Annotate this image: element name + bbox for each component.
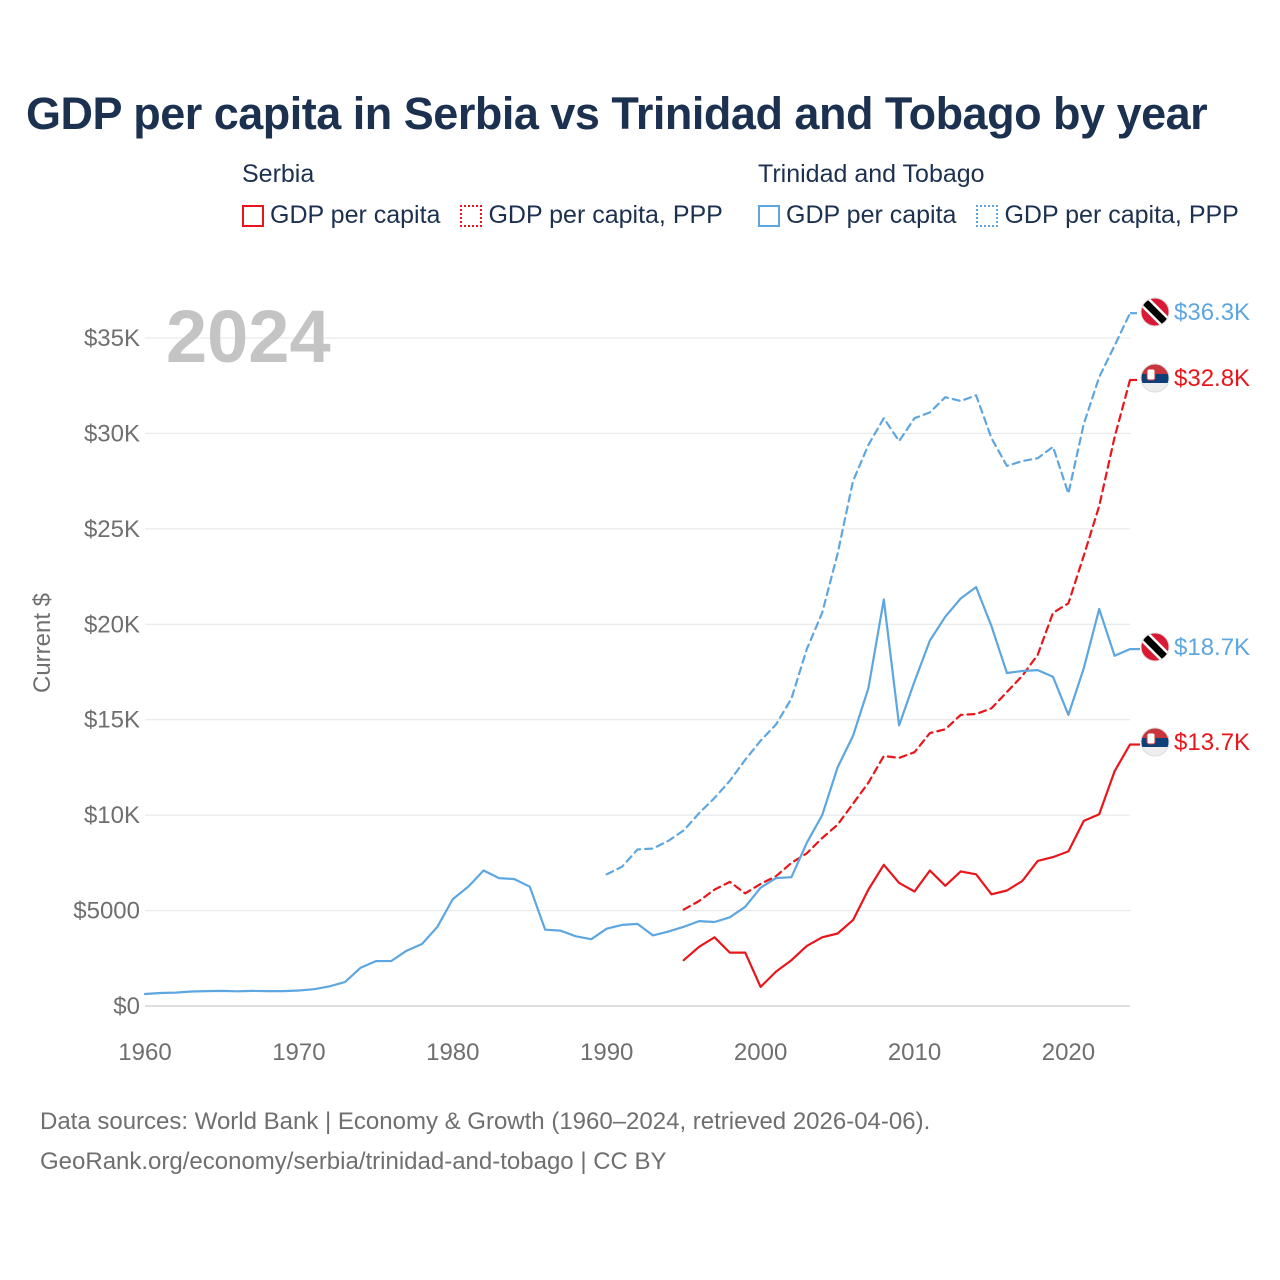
flag-black-band — [1141, 298, 1169, 326]
footer-sources: Data sources: World Bank | Economy & Gro… — [40, 1108, 931, 1135]
x-tick-label: 1980 — [426, 1039, 479, 1066]
flag-body — [1141, 633, 1169, 661]
flag-black-band — [1141, 633, 1169, 661]
legend-swatch-dotted — [976, 204, 999, 227]
x-tick-label: 1990 — [580, 1039, 633, 1066]
x-tick-label: 2010 — [888, 1039, 941, 1066]
legend-item-tt-gdp-ppp[interactable]: GDP per capita, PPP — [976, 201, 1239, 230]
legend-item-label: GDP per capita — [270, 201, 441, 229]
series-end-label: $18.7K — [1174, 634, 1250, 661]
serbia-flag-icon — [1140, 727, 1170, 757]
chart-title: GDP per capita in Serbia vs Trinidad and… — [26, 88, 1208, 139]
y-tick-label: $25K — [84, 516, 140, 543]
year-watermark: 2024 — [166, 295, 331, 378]
y-tick-label: $20K — [84, 611, 140, 638]
legend-swatch-solid — [758, 204, 780, 227]
x-tick-label: 1970 — [272, 1039, 325, 1066]
flag-outline — [1140, 363, 1170, 393]
series-line-trinidad-and-tobago-gdp-per-capita-ppp — [605, 312, 1132, 876]
legend-swatch-dotted — [460, 204, 483, 227]
legend-swatch-solid — [242, 204, 264, 227]
x-tick-label: 1960 — [118, 1039, 171, 1066]
series-end-label: $36.3K — [1174, 299, 1250, 326]
legend-item-tt-gdp[interactable]: GDP per capita — [758, 201, 956, 230]
y-tick-label: $5000 — [73, 898, 140, 925]
trinidad-and-tobago-flag-icon — [1140, 632, 1170, 662]
serbia-flag-icon — [1140, 363, 1170, 393]
y-tick-label: $10K — [84, 802, 140, 829]
x-tick-label: 2000 — [734, 1039, 787, 1066]
flag-stripe-red — [1141, 728, 1169, 738]
y-tick-label: $15K — [84, 707, 140, 734]
footer-url[interactable]: GeoRank.org/economy/serbia/trinidad-and-… — [40, 1148, 667, 1175]
x-tick-label: 2020 — [1042, 1039, 1095, 1066]
legend-group-serbia: Serbia GDP per capita GDP per capita, PP… — [242, 160, 723, 230]
series-line-serbia-gdp-per-capita — [682, 743, 1132, 989]
legend-item-serbia-gdp-ppp[interactable]: GDP per capita, PPP — [460, 201, 723, 230]
legend-group-title: Serbia — [242, 160, 315, 188]
flag-body — [1141, 728, 1169, 756]
trinidad-and-tobago-flag-icon — [1140, 297, 1170, 327]
legend-item-label: GDP per capita, PPP — [488, 201, 723, 229]
flag-emblem — [1146, 732, 1156, 745]
legend-group-trinidad-and-tobago: Trinidad and Tobago GDP per capita GDP p… — [758, 160, 1239, 230]
y-tick-label: $30K — [84, 420, 140, 447]
legend-item-label: GDP per capita, PPP — [1004, 201, 1239, 229]
series-end-label: $32.8K — [1174, 365, 1250, 392]
flag-outline — [1140, 727, 1170, 757]
flag-stripe-red — [1141, 364, 1169, 374]
flag-body — [1141, 364, 1169, 392]
series-line-serbia-gdp-per-capita-ppp — [682, 378, 1132, 911]
y-tick-label: $35K — [84, 325, 140, 352]
legend-item-label: GDP per capita — [786, 201, 957, 229]
y-axis-label: Current $ — [29, 593, 56, 693]
flag-body — [1141, 298, 1169, 326]
flag-outline — [1140, 297, 1170, 327]
flag-outline — [1140, 632, 1170, 662]
flag-stripe-white — [1141, 747, 1169, 756]
flag-stripe-white — [1141, 383, 1169, 392]
y-tick-label: $0 — [113, 993, 140, 1020]
flag-emblem — [1146, 368, 1156, 381]
legend-item-serbia-gdp[interactable]: GDP per capita — [242, 201, 440, 230]
series-line-trinidad-and-tobago-gdp-per-capita — [143, 585, 1132, 996]
legend-group-title: Trinidad and Tobago — [758, 160, 985, 188]
series-end-label: $13.7K — [1174, 729, 1250, 756]
